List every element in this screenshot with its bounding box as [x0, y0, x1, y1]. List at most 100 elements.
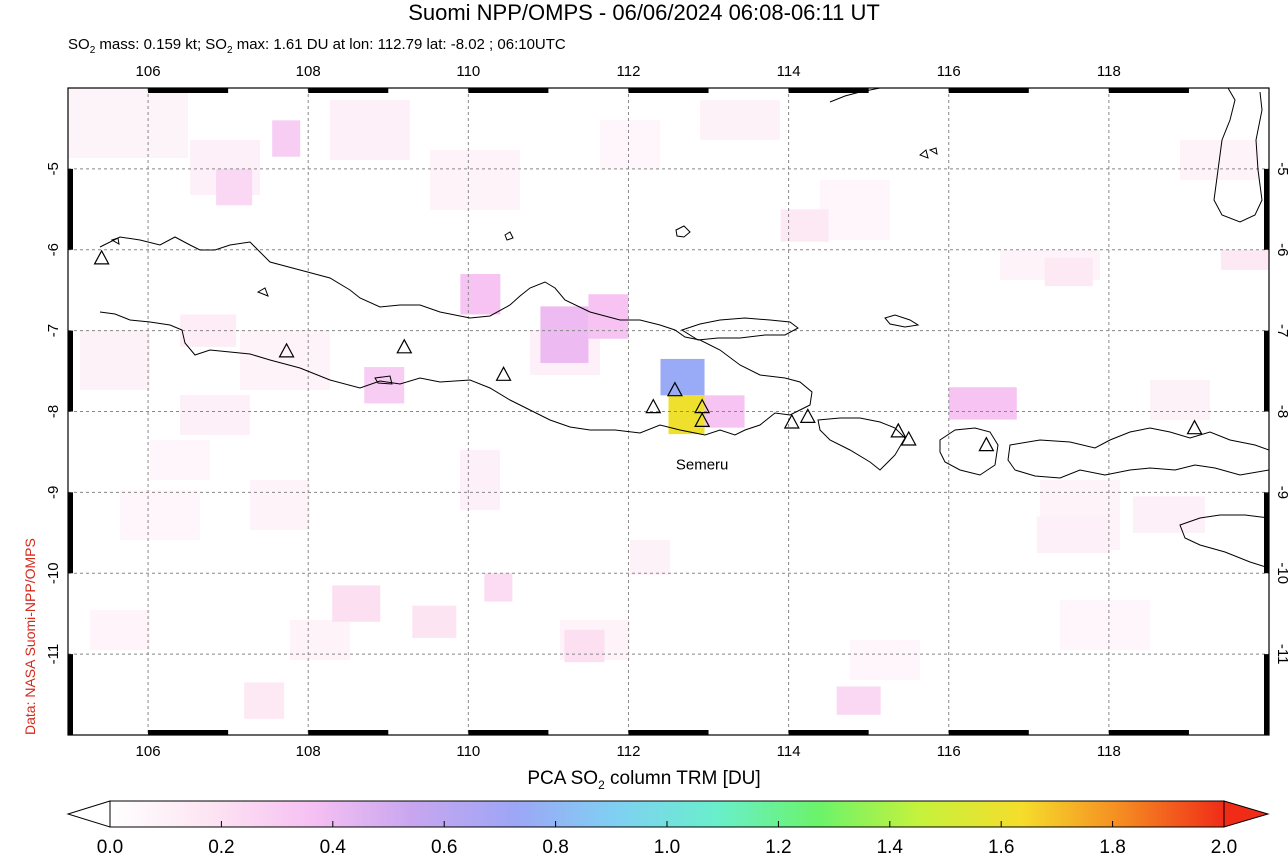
summary-subscript-1: 2: [89, 45, 96, 56]
so2-pixel: [564, 629, 605, 663]
colorbar-label: PCA SO2 column TRM [DU]: [0, 768, 1288, 792]
noise-pixel: [600, 120, 660, 170]
lat-label-left: -7: [45, 324, 62, 337]
frame-bar-bottom: [948, 730, 1029, 735]
small-island: [110, 237, 120, 245]
so2-pixel: [660, 358, 705, 396]
summary-subscript-2: 2: [226, 45, 233, 56]
lon-label-bottom: 116: [937, 743, 961, 760]
noise-pixel: [820, 180, 890, 240]
frame-bar-left: [68, 492, 73, 574]
noise-pixel: [1180, 140, 1260, 180]
volcano-markers: [93, 249, 1203, 452]
colorbar-ticks: 0.0 0.2 0.4 0.6 0.8 1.0 1.2 1.4 1.6 1.8 2.0: [97, 821, 1237, 855]
kalimantan-coastline: [829, 88, 881, 103]
lon-label-top: 108: [296, 63, 321, 80]
frame-bar-right: [1264, 168, 1269, 250]
frame-bar-top: [308, 88, 389, 93]
lat-label-right: -7: [1274, 324, 1288, 337]
colorbar-tick-label: 1.0: [654, 837, 680, 855]
volcano-marker: [93, 249, 110, 265]
so2-pixel: [836, 686, 881, 715]
lat-label-right: -6: [1274, 243, 1288, 256]
summary-so-prefix: SO: [68, 36, 90, 53]
lat-label-right: -9: [1274, 486, 1288, 499]
lon-label-bottom: 114: [777, 743, 801, 760]
graticule: [68, 88, 1269, 735]
lon-label-bottom: 110: [456, 743, 480, 760]
summary-max: max: 1.61 DU at lon: 112.79 lat: -8.02 ;…: [232, 36, 566, 53]
summary-mass: mass: 0.159 kt; SO: [95, 36, 227, 53]
so2-pixel: [948, 387, 1017, 420]
noise-pixel: [460, 450, 500, 510]
volcano-marker: [645, 398, 662, 414]
lon-label-top: 114: [777, 63, 801, 80]
noise-pixel: [850, 640, 920, 680]
so2-pixel: [1036, 516, 1109, 554]
frame-bar-bottom: [628, 730, 709, 735]
so2-pixel: [244, 682, 285, 719]
frame-bar-top: [1108, 88, 1189, 93]
colorbar-label-suffix: column TRM [DU]: [604, 768, 761, 789]
volcano-marker: [396, 338, 413, 354]
kangean-coastline: [884, 314, 920, 328]
lon-label-top: 118: [1097, 63, 1121, 80]
noise-pixel: [1150, 380, 1210, 420]
sumbawa-coastline: [1007, 427, 1269, 479]
frame-bar-bottom: [788, 730, 869, 735]
colorbar: 0.0 0.2 0.4 0.6 0.8 1.0 1.2 1.4 1.6 1.8 2.0: [66, 800, 1270, 855]
lon-label-bottom: 112: [617, 743, 641, 760]
colorbar-tick-label: 0.2: [208, 837, 234, 855]
frame-bar-left: [68, 654, 73, 735]
lat-label-left: -6: [45, 243, 62, 256]
so2-pixel: [272, 120, 301, 157]
karimunjawa-coastline: [504, 231, 514, 241]
coastlines: [99, 88, 1269, 569]
so2-pixel: [216, 168, 253, 206]
noise-pixel: [68, 88, 188, 158]
small-island: [919, 149, 929, 159]
noise-pixel: [240, 330, 330, 390]
lon-label-top: 112: [617, 63, 641, 80]
volcano-marker: [799, 408, 816, 423]
so2-pixel: [364, 367, 405, 404]
colorbar-tick-label: 1.2: [765, 837, 791, 855]
volcano-marker: [900, 430, 917, 446]
volcano-marker: [890, 422, 907, 438]
lon-label-top: 106: [136, 63, 161, 80]
noise-pixel: [700, 100, 780, 140]
colorbar-tick-label: 0.8: [542, 837, 568, 855]
lon-label-bottom: 108: [296, 743, 321, 760]
so2-pixel: [460, 274, 501, 315]
colorbar-tick-label: 0.4: [320, 837, 347, 855]
noise-pixel: [80, 330, 150, 390]
sumba-coastline: [1179, 514, 1269, 569]
lat-label-left: -8: [45, 405, 62, 418]
noise-pixel: [630, 540, 670, 575]
volcano-marker: [978, 436, 995, 452]
volcano-marker: [666, 381, 683, 397]
so2-pixel: [1220, 249, 1269, 270]
so2-pixel: [668, 395, 705, 435]
small-island: [374, 375, 393, 385]
so2-pixel: [780, 209, 829, 242]
frame-bar-bottom: [1108, 730, 1189, 735]
noise-pixel: [150, 440, 210, 480]
frame-bar-bottom: [308, 730, 389, 735]
axis-tick-labels: 106 106 108 108 110 110 112 112 114 114 116 116 118 1…: [45, 63, 1288, 760]
lat-label-left: -10: [45, 562, 62, 584]
lat-label-left: -9: [45, 486, 62, 499]
noise-pixel: [250, 480, 310, 530]
colorbar-tick-label: 1.6: [988, 837, 1014, 855]
volcano-marker: [495, 366, 512, 381]
bawean-coastline: [675, 225, 691, 238]
so2-summary: SO2 mass: 0.159 kt; SO2 max: 1.61 DU at …: [68, 36, 566, 60]
lat-label-right: -11: [1274, 644, 1288, 665]
noise-pixel: [90, 610, 150, 650]
frame-bar-right: [1264, 492, 1269, 574]
bali-coastline: [817, 417, 906, 471]
frame-bar-bottom: [148, 730, 229, 735]
volcano-marker: [694, 412, 711, 427]
frame-bar-bottom: [468, 730, 549, 735]
noise-pixel: [330, 100, 410, 160]
